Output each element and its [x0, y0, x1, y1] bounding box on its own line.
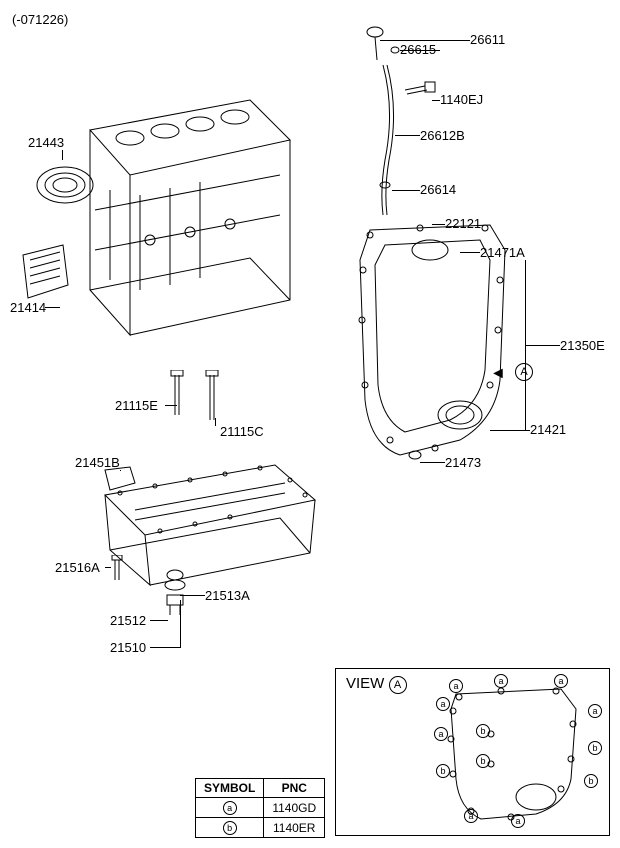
cell-symbol: a: [196, 798, 264, 818]
bolt-marker-a: a: [464, 809, 478, 823]
leader: [150, 620, 168, 621]
label-21516A: 21516A: [55, 560, 100, 575]
label-21473: 21473: [445, 455, 481, 470]
label-21513A: 21513A: [205, 588, 250, 603]
label-21510: 21510: [110, 640, 146, 655]
leader: [395, 135, 420, 136]
leader: [490, 430, 530, 431]
leader: [525, 345, 560, 346]
label-21451B: 21451B: [75, 455, 120, 470]
label-21443: 21443: [28, 135, 64, 150]
leader: [432, 224, 445, 225]
symbol-pnc-table: SYMBOL PNC a 1140GD b 1140ER: [195, 778, 325, 838]
leader: [420, 462, 445, 463]
leader: [440, 40, 470, 41]
leader: [120, 470, 121, 471]
label-21115E: 21115E: [115, 398, 158, 413]
label-21471A: 21471A: [480, 245, 525, 260]
bolt-marker-a: a: [436, 697, 450, 711]
leader: [180, 600, 181, 648]
bolt-marker-a: a: [588, 704, 602, 718]
leader: [392, 190, 420, 191]
leader: [525, 260, 526, 430]
label-26612B: 26612B: [420, 128, 465, 143]
label-26611: 26611: [470, 32, 505, 47]
label-21421: 21421: [530, 422, 566, 437]
leader: [432, 100, 440, 101]
bolt-marker-b: b: [476, 754, 490, 768]
leader: [165, 405, 177, 406]
cell-pnc: 1140ER: [264, 818, 325, 838]
label-26614: 26614: [420, 182, 456, 197]
leader: [400, 50, 440, 51]
label-21512: 21512: [110, 613, 146, 628]
view-a-arrow: ◄: [490, 365, 506, 383]
label-22121: 22121: [445, 216, 481, 231]
leader: [45, 307, 60, 308]
cell-symbol: b: [196, 818, 264, 838]
label-21350E: 21350E: [560, 338, 605, 353]
rear-seal-drawing: [30, 155, 100, 235]
pan-bolt-drawing: [108, 555, 128, 585]
label-1140EJ: 1140EJ: [440, 92, 483, 107]
bolt-marker-a: a: [434, 727, 448, 741]
leader: [380, 40, 440, 41]
leader: [105, 567, 111, 568]
bolt-marker-a: a: [554, 674, 568, 688]
table-row: b 1140ER: [196, 818, 325, 838]
drain-plug-drawing: [155, 575, 195, 620]
table-header-row: SYMBOL PNC: [196, 779, 325, 798]
bolt-marker-b: b: [588, 741, 602, 755]
view-detail-drawing: [431, 679, 601, 829]
leader: [150, 647, 180, 648]
block-bolts-drawing: [165, 370, 235, 430]
revision-label: (-071226): [12, 12, 68, 27]
leader: [215, 418, 216, 426]
breather-plate-drawing: [18, 240, 73, 305]
bolt-marker-a: a: [494, 674, 508, 688]
leader: [180, 595, 205, 596]
leader: [62, 150, 63, 160]
bolt-marker-b: b: [584, 774, 598, 788]
bolt-marker-a: a: [449, 679, 463, 693]
view-a-marker: A: [515, 362, 533, 381]
col-symbol: SYMBOL: [196, 779, 264, 798]
bolt-marker-a: a: [511, 814, 525, 828]
engine-block-drawing: [50, 90, 310, 390]
diagram-area: (-071226): [0, 0, 620, 848]
view-detail-box: VIEW A a a a a b b a a b a a b b: [335, 668, 610, 836]
bolt-marker-b: b: [436, 764, 450, 778]
leader: [460, 252, 480, 253]
view-title: VIEW A: [346, 675, 407, 694]
col-pnc: PNC: [264, 779, 325, 798]
cell-pnc: 1140GD: [264, 798, 325, 818]
table-row: a 1140GD: [196, 798, 325, 818]
label-21414: 21414: [10, 300, 46, 315]
bolt-marker-b: b: [476, 724, 490, 738]
label-21115C: 21115C: [220, 424, 264, 439]
